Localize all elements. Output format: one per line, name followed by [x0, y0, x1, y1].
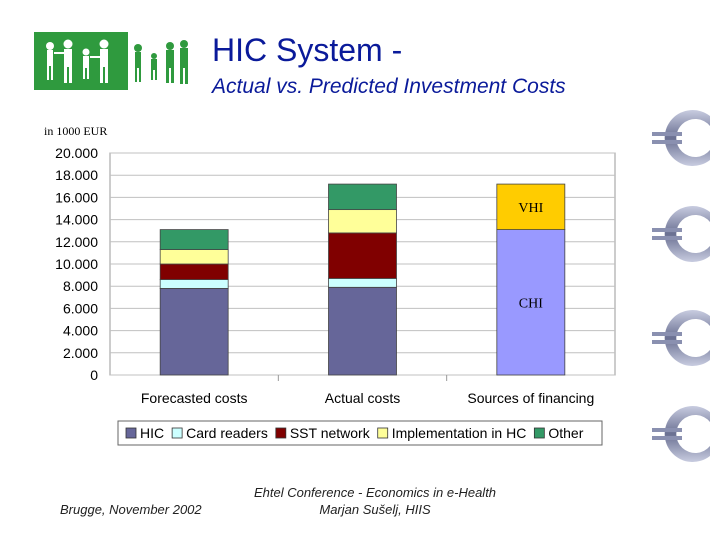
legend-swatch	[275, 427, 287, 439]
bar-segment	[328, 232, 397, 279]
y-tick-label: 20.000	[55, 145, 98, 161]
x-tick-label: Actual costs	[325, 390, 400, 406]
legend-swatch	[533, 427, 545, 439]
x-tick-label: Sources of financing	[467, 390, 594, 406]
bar-segment	[159, 229, 229, 250]
financing-label: VHI	[518, 201, 543, 216]
y-tick-label: 10.000	[55, 256, 98, 272]
y-tick-label: 18.000	[55, 167, 98, 183]
legend-label: HIC	[140, 425, 164, 441]
stacked-bar-chart: 0 2.000 4.000 6.000 8.000 10.000 12.000 14.000 1…	[55, 145, 616, 446]
bar-segment	[159, 288, 229, 376]
bar-segment	[159, 263, 229, 280]
bar-segment	[328, 209, 397, 234]
y-tick-label: 4.000	[63, 323, 98, 339]
legend-label: Card readers	[186, 425, 268, 441]
bar-segment	[328, 286, 397, 376]
y-tick-label: 2.000	[63, 345, 98, 361]
bar-segment	[328, 278, 397, 288]
y-tick-label: 0	[90, 367, 98, 383]
legend-label: SST network	[290, 425, 371, 441]
bar-segment	[159, 279, 229, 289]
euro-icon	[652, 406, 710, 462]
footer-conference-line1: Ehtel Conference - Economics in e-Health	[253, 485, 497, 500]
y-tick-label: 6.000	[63, 300, 98, 316]
y-tick-label: 8.000	[63, 278, 98, 294]
legend-swatch	[377, 427, 389, 439]
footer-conference: Ehtel Conference - Economics in e-Health…	[240, 484, 510, 518]
euro-symbols	[648, 108, 720, 468]
legend-swatch	[171, 427, 183, 439]
bar-segment	[328, 183, 397, 211]
x-tick-label: Forecasted costs	[141, 390, 248, 406]
page-title: HIC System -	[212, 32, 403, 68]
legend	[117, 420, 603, 446]
y-tick-label: 16.000	[55, 189, 98, 205]
euro-icon	[652, 206, 710, 262]
euro-icon	[652, 110, 710, 166]
family-figures-icon	[128, 32, 194, 90]
y-tick-label: 12.000	[55, 234, 98, 250]
financing-label: CHI	[519, 296, 543, 311]
hic-logo	[34, 32, 128, 90]
financing-segment	[496, 229, 566, 376]
euro-icon	[652, 310, 710, 366]
page-subtitle: Actual vs. Predicted Investment Costs	[212, 75, 566, 98]
legend-label: Other	[548, 425, 583, 441]
footer-conference-line2: Marjan Sušelj, HIIS	[319, 502, 431, 517]
legend-swatch	[125, 427, 137, 439]
footer-date: Brugge, November 2002	[60, 502, 202, 517]
legend-label: Implementation in HC	[392, 425, 527, 441]
unit-label: in 1000 EUR	[44, 124, 108, 138]
y-tick-label: 14.000	[55, 212, 98, 228]
financing-segment	[496, 183, 566, 230]
bar-segment	[159, 249, 229, 265]
